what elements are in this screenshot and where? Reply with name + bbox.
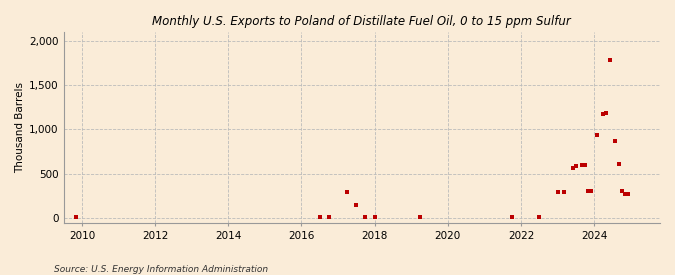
Point <box>558 190 569 194</box>
Point <box>570 163 581 168</box>
Point <box>614 162 624 166</box>
Point <box>351 202 362 207</box>
Point <box>506 215 517 220</box>
Y-axis label: Thousand Barrels: Thousand Barrels <box>15 82 25 173</box>
Point <box>360 215 371 220</box>
Point <box>610 139 621 143</box>
Text: Source: U.S. Energy Information Administration: Source: U.S. Energy Information Administ… <box>54 265 268 274</box>
Point <box>586 189 597 193</box>
Point <box>601 111 612 115</box>
Point <box>598 112 609 116</box>
Point <box>583 189 593 193</box>
Point <box>592 133 603 138</box>
Title: Monthly U.S. Exports to Poland of Distillate Fuel Oil, 0 to 15 ppm Sulfur: Monthly U.S. Exports to Poland of Distil… <box>153 15 571 28</box>
Point <box>576 163 587 167</box>
Point <box>568 166 578 170</box>
Point <box>604 58 615 62</box>
Point <box>580 163 591 167</box>
Point <box>323 215 334 220</box>
Point <box>415 215 426 220</box>
Point <box>342 190 352 194</box>
Point <box>534 215 545 220</box>
Point <box>315 215 325 220</box>
Point <box>616 189 627 193</box>
Point <box>552 190 563 194</box>
Point <box>619 192 630 196</box>
Point <box>70 215 81 220</box>
Point <box>369 215 380 220</box>
Point <box>622 192 633 196</box>
